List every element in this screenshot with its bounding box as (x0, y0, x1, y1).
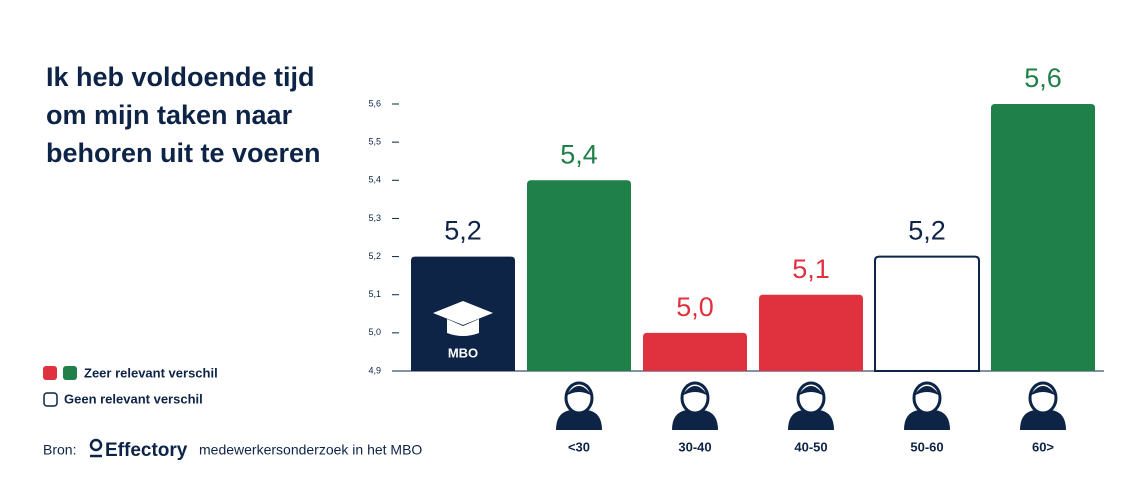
category-label: <30 (568, 439, 590, 454)
value-label: 5,0 (676, 292, 714, 322)
person-icon (904, 410, 950, 430)
y-tick-label: 5,3 (368, 213, 381, 223)
person-icon (914, 386, 940, 396)
value-label: 5,1 (792, 254, 830, 284)
person-icon (1020, 410, 1066, 430)
value-label: 5,2 (908, 216, 946, 246)
category-label: MBO (448, 345, 478, 360)
value-label: 5,6 (1024, 63, 1062, 93)
category-label: 30-40 (678, 439, 711, 454)
bar (527, 180, 631, 371)
person-icon (672, 410, 718, 430)
category-label: 50-60 (910, 439, 943, 454)
legend-swatch-outline (43, 392, 58, 407)
y-tick-label: 5,2 (368, 251, 381, 261)
brand-logo (89, 438, 103, 452)
source-prefix: Bron: (43, 442, 76, 458)
cap-icon (447, 319, 479, 336)
chart-title: Ik heb voldoende tijd om mijn taken naar… (46, 62, 321, 168)
legend-swatch-red (43, 366, 57, 380)
y-tick-label: 5,4 (368, 175, 381, 185)
category-label: 60> (1032, 439, 1054, 454)
bar (643, 332, 747, 371)
legend-swatch-green (63, 366, 77, 380)
y-tick-label: 5,6 (368, 98, 381, 108)
legend-label: Geen relevant verschil (64, 391, 203, 406)
y-tick-label: 5,1 (368, 289, 381, 299)
y-tick-label: 5,5 (368, 137, 381, 147)
category-label: 40-50 (794, 439, 827, 454)
person-icon (682, 386, 708, 396)
legend-label: Zeer relevant verschil (84, 365, 218, 380)
person-icon (788, 410, 834, 430)
value-label: 5,2 (444, 216, 482, 246)
bar (874, 255, 980, 372)
bar (991, 104, 1095, 371)
cap-icon (433, 301, 493, 325)
value-label: 5,4 (560, 139, 598, 169)
source-text: medewerkersonderzoek in het MBO (199, 442, 422, 458)
person-icon (556, 410, 602, 430)
person-icon (566, 386, 592, 396)
source-brand: Effectory (105, 440, 188, 461)
y-tick-label: 4,9 (368, 365, 381, 375)
y-tick-label: 5,0 (368, 327, 381, 337)
person-icon (1030, 386, 1056, 396)
bar (759, 294, 863, 371)
person-icon (798, 386, 824, 396)
